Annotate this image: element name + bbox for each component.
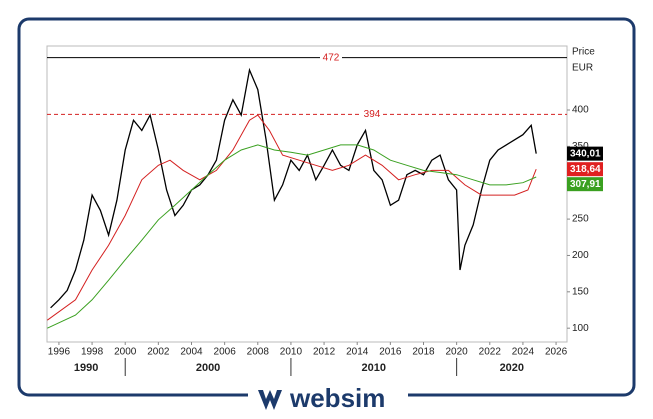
x-tick-label: 2002 bbox=[147, 347, 170, 358]
y-tick-label: 100 bbox=[572, 323, 589, 334]
moving-average bbox=[47, 114, 537, 321]
axis-title: Price bbox=[572, 47, 595, 58]
x-tick-label: 1998 bbox=[81, 347, 104, 358]
x-tick-label: 2006 bbox=[214, 347, 237, 358]
decade-label: 2020 bbox=[500, 362, 524, 374]
x-tick-label: 2014 bbox=[346, 347, 369, 358]
reference-label-bg bbox=[361, 108, 383, 121]
brand: websim bbox=[289, 383, 385, 413]
plot-frame bbox=[46, 45, 568, 343]
moving-average bbox=[47, 144, 537, 329]
x-tick-label: 2018 bbox=[412, 347, 435, 358]
price-line bbox=[50, 67, 537, 309]
reference-label: 472 bbox=[323, 52, 340, 63]
axis-unit: EUR bbox=[572, 63, 593, 74]
x-tick-label: 2016 bbox=[379, 347, 402, 358]
x-tick-label: 2020 bbox=[446, 347, 469, 358]
x-tick-label: 2024 bbox=[512, 347, 535, 358]
x-tick-label: 2008 bbox=[247, 347, 270, 358]
reference-label: 394 bbox=[364, 109, 381, 120]
decade-label: 2000 bbox=[196, 362, 220, 374]
last-value-badge bbox=[567, 162, 603, 177]
y-tick-label: 250 bbox=[572, 214, 589, 225]
decade-label: 1990 bbox=[74, 362, 98, 374]
y-tick-label: 400 bbox=[572, 105, 589, 116]
last-value-badge bbox=[567, 177, 603, 192]
last-value-label: 340,01 bbox=[570, 148, 601, 159]
x-tick-label: 2010 bbox=[280, 347, 303, 358]
x-tick-label: 2004 bbox=[180, 347, 203, 358]
x-tick-label: 2012 bbox=[313, 347, 336, 358]
y-tick-label: 150 bbox=[572, 286, 589, 297]
logo-icon bbox=[258, 390, 282, 410]
x-tick-label: 2026 bbox=[545, 347, 568, 358]
x-tick-label: 1996 bbox=[48, 347, 71, 358]
y-tick-label: 350 bbox=[572, 141, 589, 152]
reference-label-bg bbox=[320, 51, 342, 64]
last-value-label: 307,91 bbox=[570, 179, 601, 190]
x-tick-label: 2000 bbox=[114, 347, 137, 358]
y-tick-label: 200 bbox=[572, 250, 589, 261]
last-value-badge bbox=[567, 146, 603, 161]
decade-label: 2010 bbox=[362, 362, 386, 374]
last-value-label: 318,64 bbox=[570, 164, 601, 175]
x-tick-label: 2022 bbox=[479, 347, 502, 358]
